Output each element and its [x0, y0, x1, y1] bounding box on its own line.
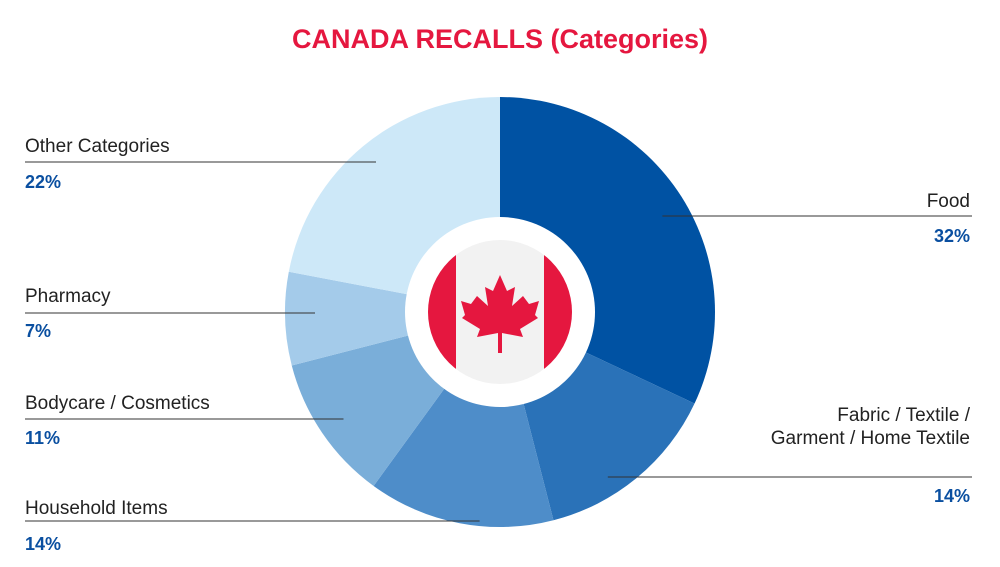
slice-labels: Food 32% Fabric / Textile / Garment / Home … — [25, 136, 971, 554]
slice-label-value: 11% — [25, 428, 60, 448]
slice-label-name: Bodycare / Cosmetics — [25, 393, 210, 414]
chart-title: CANADA RECALLS (Categories) — [291, 24, 709, 54]
slice-label-name: Other Categories — [25, 136, 170, 157]
slice-label-value: 22% — [25, 172, 61, 192]
slice-label-name: Pharmacy — [25, 286, 111, 307]
slice-label-name: Fabric / Textile / Garment / Home Textile — [771, 405, 971, 449]
slice-label-name: Food — [927, 191, 970, 212]
slice-label-name: Household Items — [25, 498, 168, 519]
pie-slice-pharmacy — [284, 271, 500, 366]
slice-label-value: 32% — [934, 226, 970, 246]
leader-lines — [25, 161, 972, 522]
slice-label-value: 14% — [934, 486, 970, 506]
slice-label-value: 14% — [25, 534, 61, 554]
slice-label-value: 7% — [25, 321, 51, 341]
